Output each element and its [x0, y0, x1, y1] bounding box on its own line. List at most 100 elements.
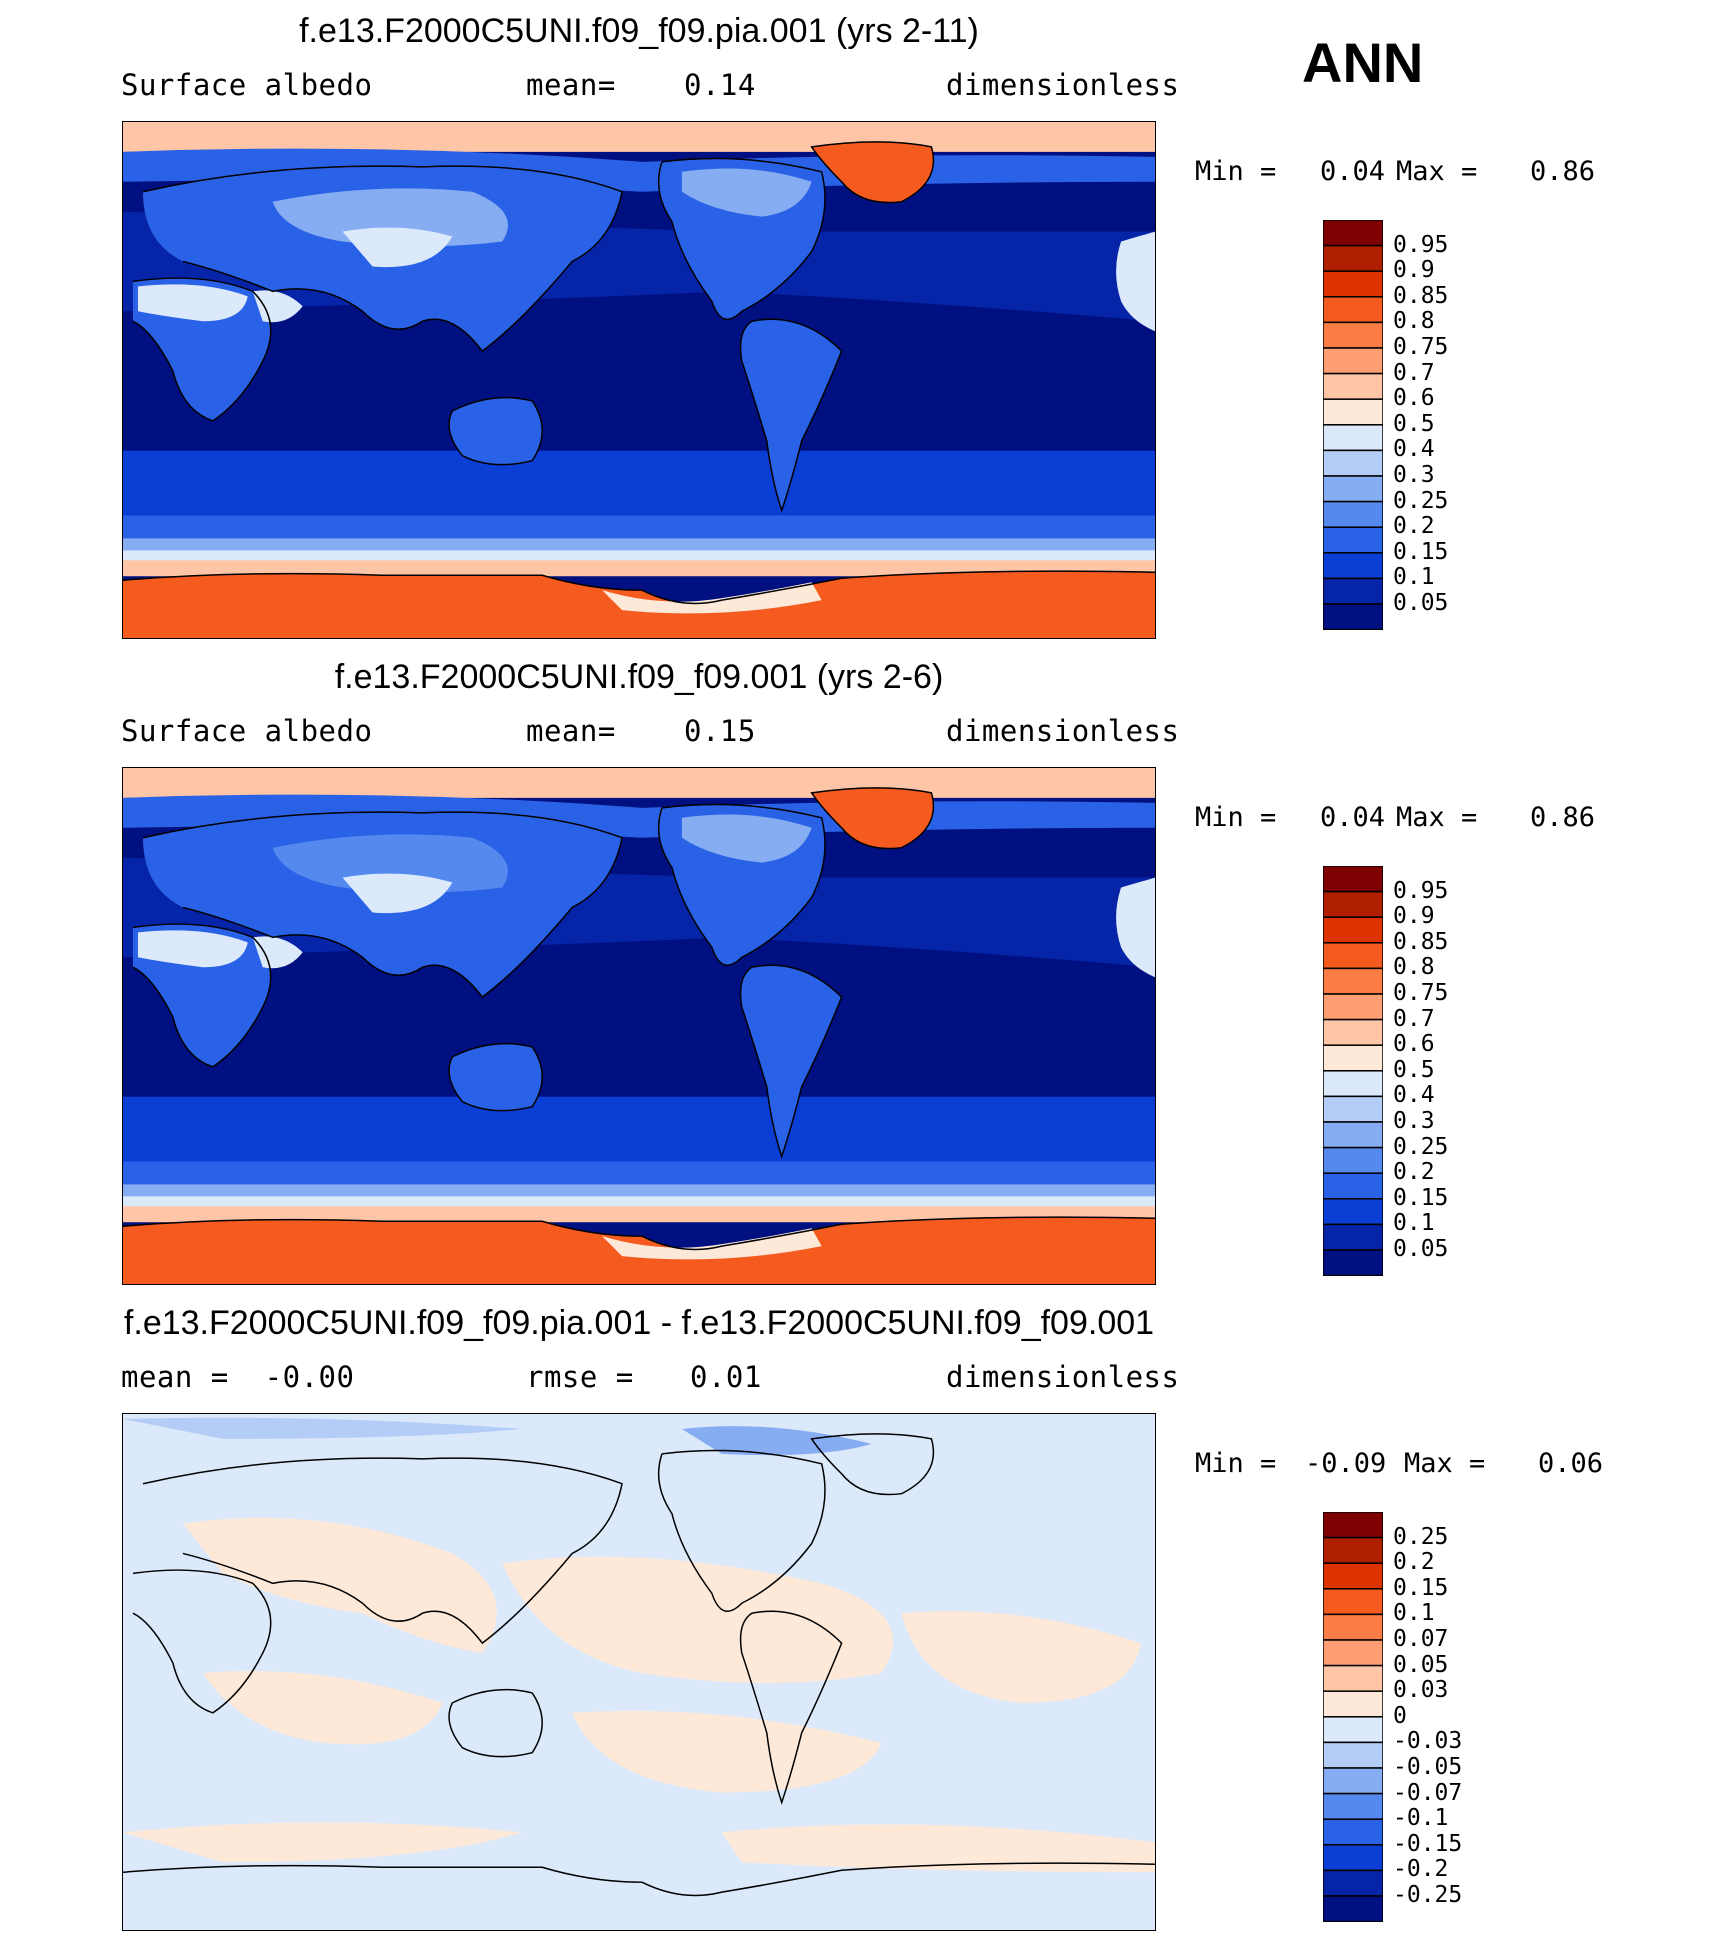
colorbar-svg [1323, 866, 1383, 1276]
colorbar-swatch [1323, 1249, 1383, 1276]
season-label: ANN [1302, 31, 1424, 94]
colorbar-tick-label: 0.7 [1393, 359, 1435, 386]
colorbar-tick-label: 0.8 [1393, 954, 1435, 981]
colorbar-tick-label: 0.5 [1393, 1056, 1435, 1083]
panel-3-title: f.e13.F2000C5UNI.f09_f09.pia.001 - f.e13… [123, 1304, 1155, 1342]
colorbar-swatch [1323, 890, 1383, 918]
panel-2-min-label: Min = [1195, 802, 1277, 833]
colorbar-tick-label: 0.9 [1393, 903, 1435, 930]
colorbar-swatch [1323, 603, 1383, 630]
colorbar-tick-label: 0.8 [1393, 308, 1435, 335]
panel-2-map [122, 767, 1156, 1285]
colorbar-swatch [1323, 1172, 1383, 1200]
panel-1-stat-label: mean= [526, 68, 616, 102]
colorbar-swatch [1323, 1741, 1383, 1769]
colorbar-swatch [1323, 1512, 1383, 1539]
colorbar-tick-label: 0.05 [1393, 1236, 1449, 1262]
colorbar-tick-label: 0.9 [1393, 257, 1435, 284]
colorbar-tick-label: -0.25 [1393, 1882, 1463, 1908]
colorbar-swatch [1323, 1095, 1383, 1123]
colorbar-tick-label: 0.15 [1393, 538, 1449, 565]
colorbar-tick-label: 0.6 [1393, 1031, 1435, 1058]
colorbar-swatch [1323, 424, 1383, 452]
colorbar-tick-label: 0.25 [1393, 487, 1449, 514]
colorbar-swatch [1323, 1613, 1383, 1641]
panel-1-colorbar: 0.95 0.9 0.85 0.8 0.75 0.7 0.6 0.5 0.4 0.3 0.25 0.2… [1323, 220, 1448, 630]
panel-3-min-label: Min = [1195, 1448, 1277, 1479]
panel-2-stat-label: mean= [526, 714, 616, 748]
colorbar-tick-label: -0.05 [1393, 1754, 1463, 1780]
colorbar-swatch [1323, 1562, 1383, 1590]
colorbar-tick-label: -0.03 [1393, 1728, 1463, 1755]
colorbar-swatch [1323, 1588, 1383, 1616]
panel-3-map [122, 1413, 1156, 1931]
colorbar-swatch [1323, 321, 1383, 349]
colorbar-swatch [1323, 1664, 1383, 1692]
colorbar-tick-label: 0.2 [1393, 1549, 1435, 1576]
colorbar-tick-label: 0.85 [1393, 928, 1449, 955]
panel-2-min-value: 0.04 [1320, 802, 1386, 833]
panel-1-max-value: 0.86 [1530, 156, 1596, 187]
panel-1-variable: Surface albedo [121, 68, 373, 102]
colorbar-tick-label: 0.07 [1393, 1626, 1449, 1652]
colorbar-svg [1323, 220, 1383, 630]
colorbar-swatch [1323, 1121, 1383, 1149]
colorbar-tick-label: 0.3 [1393, 1108, 1435, 1134]
colorbar-swatch [1323, 372, 1383, 400]
panel-1-stat-value: 0.14 [684, 68, 756, 102]
colorbar-tick-label: -0.2 [1393, 1856, 1449, 1883]
colorbar-swatch [1323, 1895, 1383, 1922]
panel-2-variable: Surface albedo [121, 714, 373, 748]
colorbar-tick-label: 0.1 [1393, 564, 1435, 591]
colorbar-swatch [1323, 1792, 1383, 1820]
colorbar-swatch [1323, 1690, 1383, 1718]
colorbar-tick-label: 0.05 [1393, 590, 1449, 616]
colorbar-tick-label: 0.85 [1393, 282, 1449, 309]
panel-3-min-value: -0.09 [1305, 1448, 1387, 1479]
colorbar-swatch [1323, 347, 1383, 375]
colorbar-tick-label: 0.1 [1393, 1210, 1435, 1237]
colorbar-swatch [1323, 449, 1383, 477]
colorbar-tick-label: 0.7 [1393, 1005, 1435, 1032]
colorbar-tick-label: 0.75 [1393, 980, 1449, 1006]
panel-1-min-value: 0.04 [1320, 156, 1386, 187]
colorbar-swatch [1323, 270, 1383, 298]
colorbar-tick-label: 0.3 [1393, 462, 1435, 488]
colorbar-swatch [1323, 916, 1383, 944]
colorbar-swatch [1323, 1070, 1383, 1098]
colorbar-swatch [1323, 1818, 1383, 1846]
colorbar-tick-label: 0 [1393, 1702, 1407, 1729]
colorbar-swatch [1323, 1767, 1383, 1795]
colorbar-swatch [1323, 220, 1383, 247]
colorbar-swatch [1323, 1536, 1383, 1564]
colorbar-swatch [1323, 500, 1383, 528]
colorbar-swatch [1323, 475, 1383, 503]
colorbar-tick-label: 0.25 [1393, 1133, 1449, 1160]
colorbar-swatch [1323, 1198, 1383, 1226]
colorbar-swatch [1323, 1639, 1383, 1667]
colorbar-tick-label: 0.5 [1393, 410, 1435, 437]
colorbar-tick-label: 0.03 [1393, 1677, 1449, 1704]
colorbar-swatch [1323, 993, 1383, 1021]
colorbar-swatch [1323, 1146, 1383, 1174]
colorbar-swatch [1323, 866, 1383, 893]
colorbar-swatch [1323, 526, 1383, 554]
colorbar-tick-label: -0.07 [1393, 1779, 1463, 1806]
colorbar-tick-label: -0.15 [1393, 1830, 1463, 1857]
panel-3-colorbar: 0.25 0.2 0.15 0.1 0.07 0.05 0.03 0 -0.03 -0.05 -0.… [1323, 1512, 1462, 1922]
colorbar-tick-label: 0.15 [1393, 1574, 1449, 1601]
colorbar-tick-label: 0.95 [1393, 877, 1449, 904]
colorbar-swatch [1323, 296, 1383, 324]
colorbar-swatch [1323, 1223, 1383, 1251]
colorbar-tick-label: 0.75 [1393, 334, 1449, 360]
panel-3-stat-value: 0.01 [690, 1360, 762, 1394]
panel-3-units: dimensionless [946, 1360, 1180, 1394]
colorbar-svg [1323, 1512, 1383, 1922]
panel-1-max-label: Max = [1396, 156, 1478, 187]
colorbar-swatch [1323, 1716, 1383, 1744]
colorbar-swatch [1323, 552, 1383, 580]
colorbar-tick-label: 0.4 [1393, 1082, 1435, 1109]
colorbar-tick-label: 0.95 [1393, 231, 1449, 258]
colorbar-swatch [1323, 1044, 1383, 1072]
panel-2-max-label: Max = [1396, 802, 1478, 833]
